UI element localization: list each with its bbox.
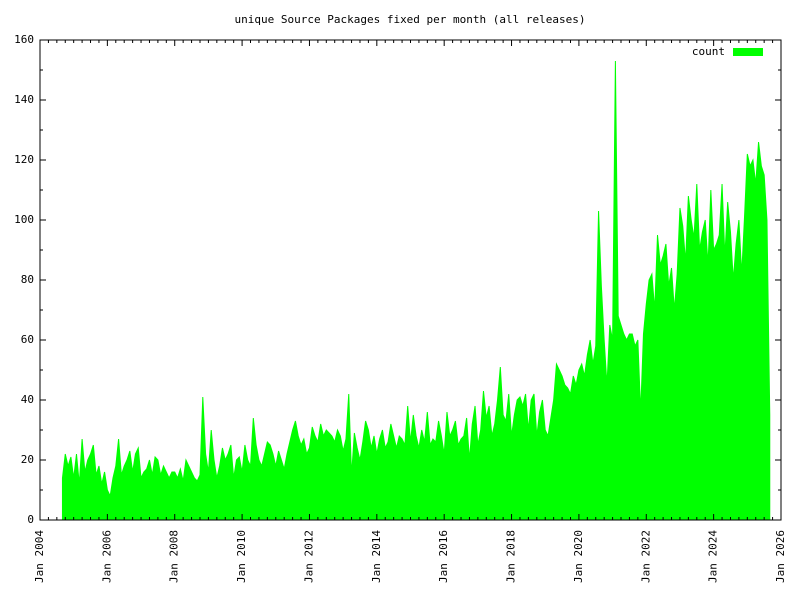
x-tick-label: Jan 2026	[774, 530, 787, 583]
y-tick-label: 20	[21, 453, 34, 466]
x-tick-label: Jan 2010	[235, 530, 248, 583]
x-tick-label: Jan 2006	[100, 530, 113, 583]
y-tick-label: 80	[21, 273, 34, 286]
y-tick-label: 0	[27, 513, 34, 526]
x-tick-label: Jan 2016	[437, 530, 450, 583]
y-tick-label: 120	[14, 153, 34, 166]
x-tick-label: Jan 2018	[505, 530, 518, 583]
chart-title: unique Source Packages fixed per month (…	[235, 13, 586, 26]
area	[61, 60, 771, 521]
y-tick-label: 40	[21, 393, 34, 406]
x-tick-label: Jan 2004	[33, 530, 46, 583]
y-tick-label: 160	[14, 33, 34, 46]
legend-label: count	[692, 45, 725, 58]
legend-swatch	[733, 48, 763, 56]
y-tick-label: 60	[21, 333, 34, 346]
x-tick-label: Jan 2014	[370, 530, 383, 583]
x-tick-label: Jan 2008	[168, 530, 181, 583]
x-tick-label: Jan 2012	[302, 530, 315, 583]
x-tick-label: Jan 2020	[572, 530, 585, 583]
y-tick-label: 140	[14, 93, 34, 106]
y-tick-label: 100	[14, 213, 34, 226]
x-tick-label: Jan 2022	[639, 530, 652, 583]
x-tick-label: Jan 2024	[707, 530, 720, 583]
